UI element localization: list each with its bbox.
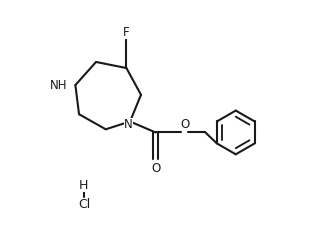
Text: F: F <box>123 26 130 39</box>
Text: H: H <box>79 179 88 192</box>
Text: NH: NH <box>50 78 67 92</box>
Text: O: O <box>180 118 189 131</box>
Text: N: N <box>124 118 133 131</box>
Text: O: O <box>151 162 160 175</box>
Text: Cl: Cl <box>78 198 90 211</box>
